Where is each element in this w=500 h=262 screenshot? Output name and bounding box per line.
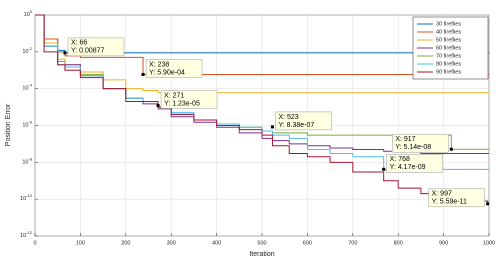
legend-label: 30 fireflies bbox=[436, 21, 461, 27]
x-tick-label: 700 bbox=[348, 240, 357, 246]
data-tip-x: X: 66 bbox=[71, 40, 87, 47]
data-tip-y: Y: 5.14e-08 bbox=[395, 144, 431, 151]
data-tip-y: Y: 5.90e-04 bbox=[149, 69, 185, 76]
legend-label: 80 fireflies bbox=[436, 61, 461, 67]
data-tip-box bbox=[428, 188, 485, 208]
legend-label: 70 fireflies bbox=[436, 53, 461, 59]
data-tip-x: X: 238 bbox=[149, 61, 169, 68]
data-tip: X: 66Y: 0.00877 bbox=[63, 37, 125, 57]
x-tick-label: 0 bbox=[33, 240, 36, 246]
legend-label: 40 fireflies bbox=[436, 29, 461, 35]
data-tip-box bbox=[160, 90, 218, 109]
x-tick-label: 100 bbox=[76, 240, 85, 246]
x-tick-label: 400 bbox=[212, 240, 221, 246]
x-tick-label: 500 bbox=[257, 240, 266, 246]
legend: 30 fireflies 40 fireflies 50 fireflies 60 f… bbox=[412, 16, 489, 80]
y-tick-label: 10-2 bbox=[22, 46, 32, 55]
data-tip-y: Y: 0.00877 bbox=[71, 48, 105, 55]
data-tip-box bbox=[145, 59, 203, 78]
data-tip-y: Y: 5.59e-11 bbox=[432, 199, 467, 206]
data-tip-marker bbox=[270, 125, 274, 129]
x-tick-label: 300 bbox=[167, 240, 176, 246]
data-tip-x: X: 917 bbox=[395, 136, 415, 143]
data-tip-box bbox=[386, 154, 443, 173]
data-tip-x: X: 271 bbox=[164, 92, 184, 99]
legend-label: 50 fireflies bbox=[436, 37, 461, 43]
data-tip-box bbox=[67, 37, 125, 57]
data-tip-marker bbox=[63, 51, 67, 55]
y-axis-label: Position Error bbox=[5, 103, 12, 146]
y-tick-label: 10-6 bbox=[22, 120, 32, 129]
x-axis-label: Iteration bbox=[249, 251, 274, 258]
data-tip-x: X: 768 bbox=[390, 156, 410, 163]
legend-label: 60 fireflies bbox=[436, 45, 461, 51]
data-tip-y: Y: 4.17e-09 bbox=[390, 164, 426, 171]
series-line bbox=[35, 14, 489, 205]
data-tip-marker bbox=[156, 103, 160, 107]
y-tick-label: 100 bbox=[24, 9, 33, 18]
data-tip-marker bbox=[382, 167, 386, 171]
x-tick-label: 200 bbox=[121, 240, 130, 246]
data-tip-marker bbox=[141, 72, 145, 76]
data-tip-box bbox=[392, 133, 449, 153]
y-tick-label: 10-10 bbox=[20, 193, 33, 202]
x-tick-label: 1000 bbox=[483, 240, 495, 246]
data-tip-box bbox=[275, 111, 332, 131]
y-tick-label: 10-12 bbox=[20, 230, 33, 239]
x-tick-label: 900 bbox=[439, 240, 448, 246]
x-tick-label: 600 bbox=[303, 240, 312, 246]
legend-label: 90 fireflies bbox=[436, 69, 461, 75]
x-tick-label: 800 bbox=[394, 240, 403, 246]
data-tip-marker bbox=[449, 147, 453, 151]
data-tip-y: Y: 8.38e-07 bbox=[278, 122, 314, 129]
data-tip-y: Y: 1.23e-05 bbox=[164, 100, 200, 107]
data-tip-marker bbox=[486, 202, 490, 206]
data-tip-x: X: 997 bbox=[432, 191, 452, 198]
data-tip-x: X: 523 bbox=[278, 114, 298, 121]
y-tick-label: 10-8 bbox=[22, 156, 32, 165]
y-tick-label: 10-4 bbox=[22, 83, 32, 92]
